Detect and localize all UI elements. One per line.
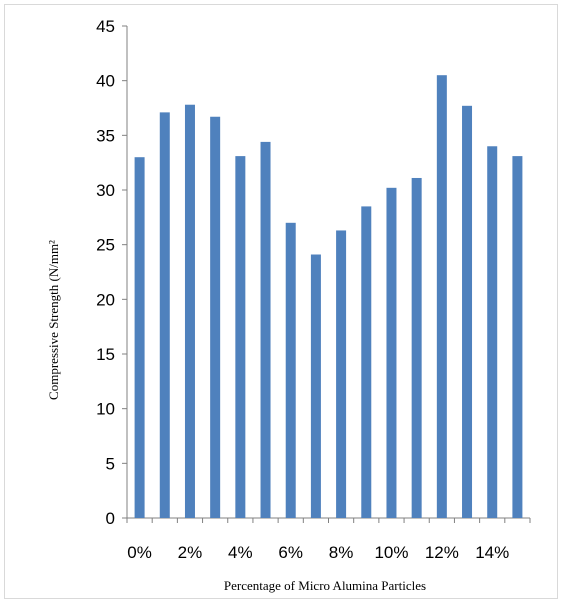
y-tick-label: 30 bbox=[96, 181, 115, 200]
y-tick-label: 20 bbox=[96, 290, 115, 309]
x-tick-label: 14% bbox=[475, 543, 509, 562]
bar-10% bbox=[386, 187, 397, 518]
x-tick-label: 2% bbox=[178, 543, 203, 562]
bar-15% bbox=[512, 156, 523, 518]
y-tick-label: 5 bbox=[106, 454, 115, 473]
x-tick-label: 4% bbox=[228, 543, 253, 562]
bar-6% bbox=[285, 222, 296, 519]
x-tick-label: 8% bbox=[329, 543, 354, 562]
bar-3% bbox=[210, 116, 221, 518]
y-tick-label: 0 bbox=[106, 509, 115, 528]
y-axis-title: Compressive Strength (N/mm² bbox=[46, 240, 61, 400]
bar-11% bbox=[411, 177, 422, 518]
x-tick-label: 0% bbox=[127, 543, 152, 562]
bar-7% bbox=[310, 254, 321, 519]
bar-9% bbox=[361, 206, 372, 518]
x-tick-label: 12% bbox=[425, 543, 459, 562]
bar-0% bbox=[134, 157, 145, 518]
bar-13% bbox=[462, 105, 473, 519]
y-tick-label: 40 bbox=[96, 72, 115, 91]
bar-1% bbox=[159, 112, 170, 518]
plot-area: 0 5 10 15 20 25 30 35 40 45 0% 2% 4% 6% 8% 10% 12% 14% bbox=[96, 17, 531, 562]
bar-2% bbox=[184, 104, 195, 518]
bar-5% bbox=[260, 141, 271, 519]
bar-14% bbox=[487, 146, 498, 518]
x-tick-label: 10% bbox=[374, 543, 408, 562]
y-tick-label: 45 bbox=[96, 17, 115, 36]
x-tick-label: 6% bbox=[278, 543, 303, 562]
y-tick-label: 15 bbox=[96, 345, 115, 364]
y-tick-label: 35 bbox=[96, 126, 115, 145]
bar-8% bbox=[336, 230, 347, 518]
y-tick-label: 25 bbox=[96, 236, 115, 255]
y-tick-label: 10 bbox=[96, 400, 115, 419]
bar-12% bbox=[436, 75, 447, 518]
x-axis-title: Percentage of Micro Alumina Particles bbox=[224, 578, 426, 593]
bar-4% bbox=[235, 156, 246, 518]
